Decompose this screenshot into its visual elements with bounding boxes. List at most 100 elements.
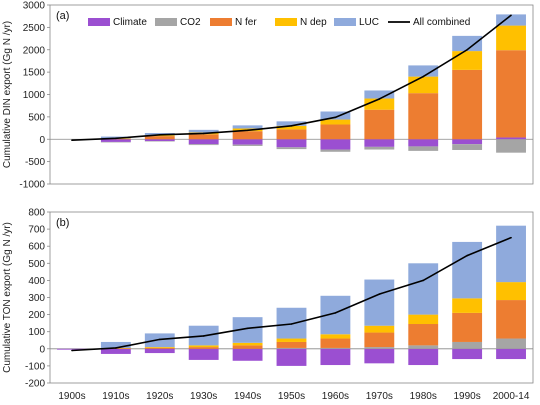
y-tick-label: -100 (25, 361, 45, 372)
bar-climate-2000-14 (496, 137, 526, 140)
y-tick-label: 200 (28, 310, 45, 321)
legend-swatch-n-fer (210, 18, 232, 26)
bar-luc-1940s (232, 125, 263, 129)
line-point-1980s (422, 75, 425, 78)
bar-co2-1970s (364, 347, 395, 349)
bar-climate-1960s (320, 348, 351, 366)
bar-climate-1930s (188, 139, 219, 145)
bar-n-dep-1980s (408, 314, 439, 325)
bar-n-fer-2000-14 (496, 50, 526, 138)
y-tick-label: 2000 (23, 45, 46, 56)
panel-label: (a) (56, 10, 69, 22)
y-tick-label: 1500 (23, 68, 46, 79)
x-category-label: 1990s (454, 391, 481, 402)
x-category-label: 1950s (278, 391, 305, 402)
bar-n-fer-1940s (232, 345, 263, 349)
x-category-label: 1920s (146, 391, 173, 402)
y-tick-label: -500 (25, 157, 45, 168)
line-point-1950s (290, 125, 293, 127)
bar-climate-1970s (364, 348, 395, 364)
bar-climate-1970s (364, 139, 395, 147)
bar-luc-1970s (364, 90, 395, 99)
line-point-1970s (378, 98, 381, 100)
y-tick-label: 700 (28, 225, 45, 236)
line-point-1940s (246, 129, 249, 132)
bar-luc-2000-14 (496, 225, 526, 283)
bar-n-dep-1980s (408, 76, 439, 94)
y-tick-label: 3000 (23, 1, 46, 12)
line-point-2000-14 (510, 236, 512, 239)
bar-co2-1940s (232, 144, 263, 146)
line-point-1900s (71, 139, 73, 141)
bar-climate-1900s (57, 348, 87, 350)
bar-climate-1980s (408, 139, 439, 147)
bar-n-fer-1960s (320, 338, 351, 348)
y-tick-label: 1000 (23, 90, 46, 101)
y-tick-label: 300 (28, 293, 45, 304)
bar-climate-1930s (188, 348, 219, 360)
bar-n-dep-1940s (232, 342, 263, 346)
bar-co2-2000-14 (496, 338, 526, 349)
bar-n-dep-1920s (144, 135, 175, 137)
bar-n-fer-1930s (188, 134, 219, 140)
line-point-1920s (158, 338, 161, 341)
bar-co2-1950s (276, 347, 307, 349)
bar-n-dep-1960s (320, 334, 351, 339)
bar-co2-1950s (276, 147, 307, 150)
bar-co2-1910s (100, 141, 131, 143)
bar-n-dep-1970s (364, 325, 395, 333)
bar-n-fer-1920s (144, 347, 175, 349)
bar-luc-1990s (452, 35, 483, 52)
x-category-label: 1940s (234, 391, 261, 402)
x-category-label: 2000-14 (493, 391, 530, 402)
bar-n-dep-1950s (276, 338, 307, 342)
y-tick-label: 2500 (23, 23, 46, 34)
legend-label: LUC (359, 17, 379, 28)
legend-label: All combined (413, 17, 470, 28)
line-point-1900s (71, 349, 73, 352)
y-axis-title: Cumulative DIN export (Gg N /yr) (2, 21, 13, 168)
y-tick-label: -1000 (19, 180, 45, 191)
bar-co2-2000-14 (496, 139, 526, 153)
bar-n-fer-1970s (364, 109, 395, 140)
bar-luc-2000-14 (496, 14, 526, 26)
y-tick-label: -200 (25, 379, 45, 390)
bar-climate-1990s (452, 139, 483, 145)
bar-luc-1980s (408, 65, 439, 77)
bar-n-dep-2000-14 (496, 282, 526, 301)
line-point-2000-14 (510, 14, 512, 17)
bar-n-fer-2000-14 (496, 300, 526, 339)
bar-climate-1940s (232, 139, 263, 145)
line-point-1960s (334, 312, 337, 314)
bar-co2-1920s (144, 141, 175, 142)
bar-co2-1990s (452, 144, 483, 150)
bar-luc-1980s (408, 263, 439, 315)
legend-label: N dep (300, 17, 327, 28)
line-point-1970s (378, 293, 381, 295)
line-point-1930s (202, 132, 205, 135)
legend-swatch-luc (334, 18, 356, 26)
y-tick-label: 100 (28, 327, 45, 338)
bar-climate-1990s (452, 348, 483, 360)
bar-luc-1930s (188, 129, 219, 133)
legend-label: Climate (113, 17, 147, 28)
x-category-label: 1930s (190, 391, 217, 402)
bar-co2-1970s (364, 146, 395, 150)
y-tick-label: 0 (39, 344, 45, 355)
line-point-1940s (246, 327, 249, 330)
line-point-1980s (422, 279, 425, 282)
bar-n-fer-1920s (144, 136, 175, 140)
line-point-1910s (115, 347, 117, 349)
legend-label: CO2 (180, 17, 201, 28)
y-tick-label: 0 (39, 135, 45, 146)
legend-swatch-n-dep (275, 18, 297, 26)
y-axis-title: Cumulative TON export (Gg N /yr) (2, 222, 13, 373)
bar-co2-1980s (408, 345, 439, 349)
bar-n-fer-1950s (276, 341, 307, 348)
panel-label: (b) (56, 217, 69, 229)
bar-luc-1910s (100, 136, 131, 139)
bar-climate-2000-14 (496, 348, 526, 360)
legend-label: N fer (235, 17, 257, 28)
